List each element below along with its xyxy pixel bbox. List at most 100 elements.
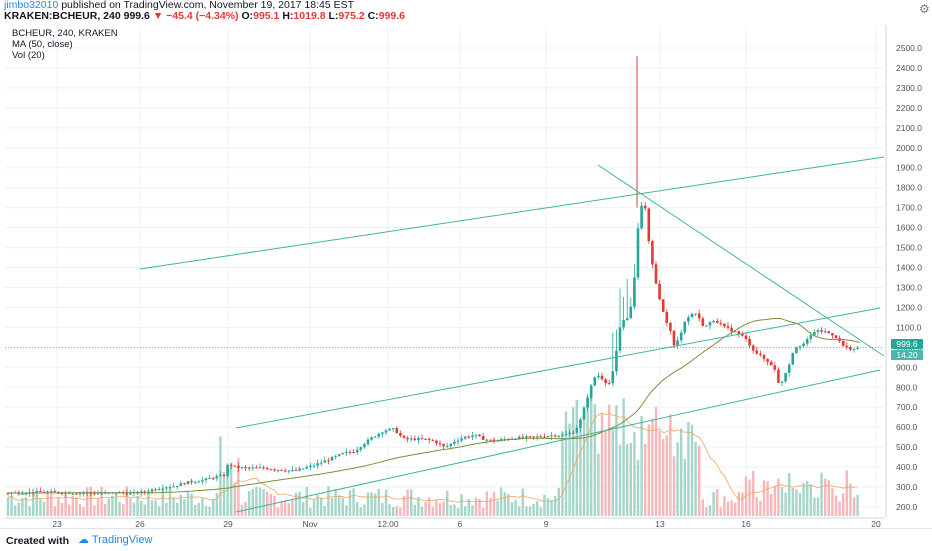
volume-bar: [111, 495, 114, 516]
volume-bar: [644, 443, 647, 516]
candle-body: [244, 467, 247, 469]
volume-bar: [14, 505, 17, 516]
candle-body: [363, 444, 366, 448]
candle-body: [129, 492, 132, 495]
candle-body: [370, 437, 373, 440]
volume-bar: [525, 506, 528, 516]
volume-bar: [312, 500, 316, 516]
volume-bar: [150, 500, 154, 516]
candle-body: [168, 487, 172, 489]
volume-bar: [716, 489, 719, 516]
x-tick-label: 6: [458, 519, 463, 528]
price-chart[interactable]: 200.0 300.0 400.0 500.0 600.0 700.0 800.0 900.0…: [0, 0, 932, 528]
volume-bar: [500, 487, 503, 516]
candle-body: [730, 327, 733, 332]
candle-body: [564, 434, 568, 436]
volume-bar: [366, 492, 370, 516]
y-tick-label: 1100.0: [896, 322, 922, 332]
volume-bar: [662, 439, 665, 516]
volume-bar: [726, 501, 730, 516]
trend-line-upper-channel: [139, 156, 885, 270]
volume-bar: [438, 502, 442, 516]
volume-bar: [698, 445, 701, 516]
volume-bar: [492, 491, 496, 516]
author-link[interactable]: jimbo32010: [4, 0, 59, 11]
candle-body: [841, 340, 845, 346]
candle-body: [269, 469, 273, 471]
candle-body: [719, 322, 723, 324]
candle-body: [175, 486, 179, 488]
volume-bar: [597, 453, 600, 516]
candle-body: [355, 449, 359, 453]
volume-bar: [428, 497, 431, 516]
gear-icon[interactable]: ⚙: [919, 2, 930, 16]
volume-bar: [327, 486, 330, 516]
candle-body: [827, 331, 831, 334]
candle-body: [733, 331, 737, 333]
candle-body: [237, 466, 240, 468]
candle-body: [53, 491, 57, 493]
legend-symbol[interactable]: BCHEUR, 240, KRAKEN: [12, 28, 118, 39]
candle-body: [741, 333, 744, 336]
candle-body: [751, 345, 755, 351]
volume-bar: [575, 399, 578, 516]
volume-bar: [255, 486, 258, 516]
volume-bar: [608, 404, 611, 516]
symbol-label[interactable]: KRAKEN:BCHEUR, 240: [4, 10, 121, 22]
candle-body: [251, 467, 255, 469]
candle-body: [150, 489, 154, 492]
volume-bar: [482, 507, 485, 516]
candle-body: [460, 438, 463, 441]
candle-body: [561, 434, 564, 436]
candle-body: [676, 340, 679, 346]
x-tick-label: 13: [655, 519, 665, 528]
candle-body: [852, 349, 856, 351]
volume-bar: [24, 496, 28, 516]
legend-volume[interactable]: Vol (20): [12, 50, 45, 61]
candle-body: [759, 353, 762, 356]
trend-line-lower-channel: [235, 369, 881, 513]
candle-body: [373, 436, 377, 438]
candle-body: [409, 438, 413, 440]
candle-body: [298, 468, 301, 471]
candle-body: [442, 443, 445, 447]
volume-bar: [708, 505, 712, 516]
candle-body: [330, 456, 334, 461]
y-tick-label: 1800.0: [896, 183, 922, 193]
candle-body: [287, 470, 291, 472]
candle-body: [334, 455, 337, 457]
candle-body: [453, 441, 456, 444]
candle-body: [715, 320, 719, 323]
volume-bar: [842, 493, 845, 516]
candle-body: [586, 397, 589, 408]
candle-body: [417, 438, 420, 441]
y-tick-label: 1500.0: [896, 243, 922, 253]
y-tick-label: 1900.0: [896, 163, 922, 173]
down-arrow-icon: ▼: [152, 10, 164, 22]
y-tick-label: 600.0: [896, 422, 918, 432]
candle-body: [46, 491, 49, 493]
candle-body: [312, 465, 316, 467]
volume-bar: [582, 414, 586, 516]
volume-bar: [838, 501, 841, 516]
volume-bar: [316, 495, 319, 516]
tradingview-logo[interactable]: ☁ TradingView: [78, 533, 152, 546]
y-tick-label: 300.0: [896, 482, 918, 492]
candle-body: [157, 489, 161, 491]
volume-bar: [89, 486, 92, 516]
volume-bar: [363, 504, 366, 516]
volume-bar: [302, 502, 305, 516]
volume-bar: [435, 500, 438, 516]
volume-bar: [132, 502, 136, 516]
volume-bar: [352, 488, 355, 516]
volume-bar: [273, 495, 276, 516]
candle-body: [258, 467, 262, 469]
y-tick-label: 700.0: [896, 402, 918, 412]
volume-bar: [690, 424, 694, 516]
legend-ma[interactable]: MA (50, close): [12, 39, 73, 50]
volume-bar: [604, 430, 607, 516]
volume-bar: [672, 456, 676, 516]
volume-bar: [564, 411, 568, 516]
volume-bar: [827, 480, 830, 516]
candle-body: [388, 428, 391, 431]
